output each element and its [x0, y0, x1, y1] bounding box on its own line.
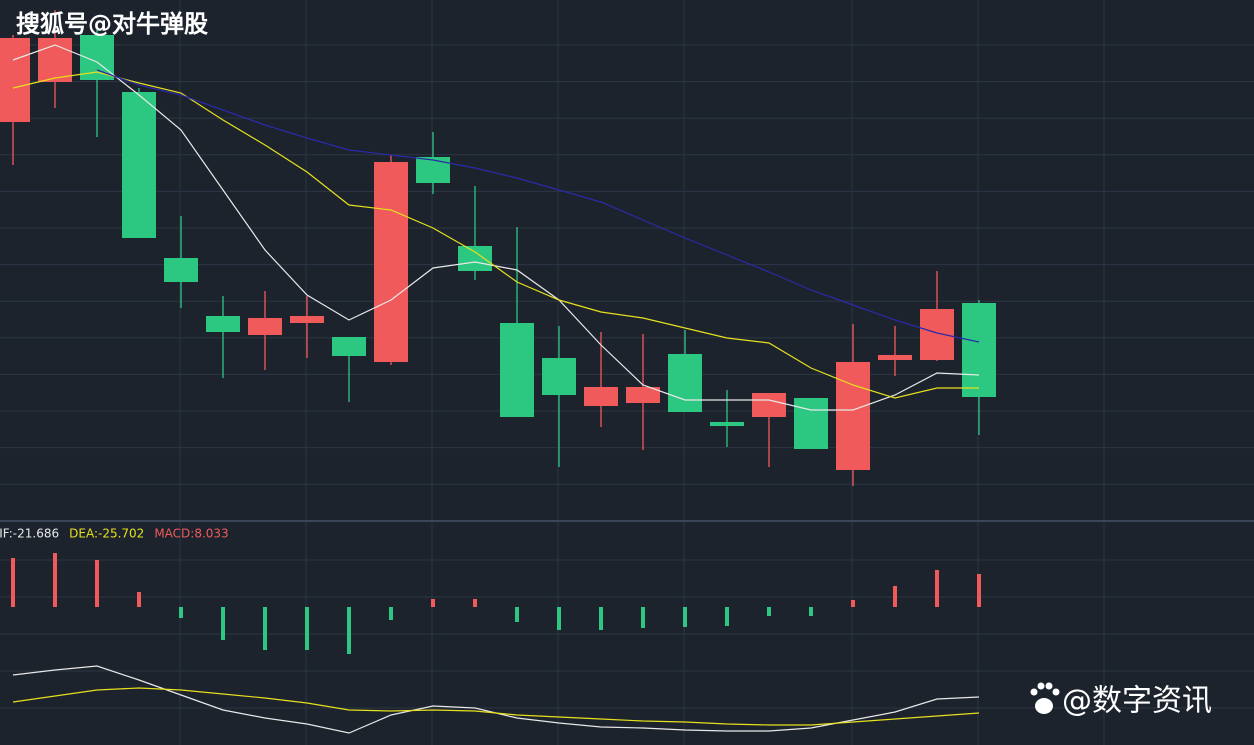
candle-body — [122, 92, 156, 238]
legend-label: DEA:-25.702 — [69, 527, 144, 541]
macd-bar — [137, 592, 141, 607]
macd-bar — [347, 607, 351, 654]
macd-bar — [389, 607, 393, 620]
macd-bar — [53, 553, 57, 607]
macd-bar — [515, 607, 519, 622]
macd-bar — [851, 600, 855, 607]
macd-bar — [809, 607, 813, 616]
candle-body — [752, 393, 786, 417]
candle-body — [332, 337, 366, 356]
macd-bar — [599, 607, 603, 630]
candle-body — [290, 316, 324, 323]
macd-bar — [305, 607, 309, 650]
candle-body — [0, 38, 30, 122]
legend-label: DIF:-21.686 — [0, 527, 59, 541]
macd-bar — [641, 607, 645, 628]
candle-body — [248, 318, 282, 335]
macd-bar — [179, 607, 183, 618]
candle-body — [878, 355, 912, 360]
line — [96, 69, 980, 343]
macd-bar — [11, 558, 15, 607]
line — [12, 44, 980, 411]
candle-body — [374, 162, 408, 362]
candle-body — [206, 316, 240, 332]
macd-bar — [725, 607, 729, 626]
line — [12, 71, 979, 399]
paw-icon — [1030, 682, 1060, 714]
legend-label: MACD:8.033 — [154, 527, 228, 541]
macd-bar — [263, 607, 267, 650]
candle-body — [458, 246, 492, 271]
candle-body — [584, 387, 618, 406]
macd-bar — [767, 607, 771, 616]
line — [12, 687, 980, 726]
macd-bar — [95, 560, 99, 607]
candle-body — [920, 309, 954, 360]
candle-body — [836, 362, 870, 470]
candle-body — [542, 358, 576, 395]
macd-bar — [431, 599, 435, 607]
candle-body — [416, 157, 450, 183]
candle-body — [794, 398, 828, 449]
candle-body — [626, 387, 660, 403]
macd-bar — [683, 607, 687, 627]
candle-body — [710, 422, 744, 426]
candle-body — [164, 258, 198, 282]
plot — [0, 10, 996, 734]
candle-body — [668, 354, 702, 412]
candle-body — [500, 323, 534, 417]
macd-bar — [473, 599, 477, 607]
macd-bar — [893, 586, 897, 607]
macd-bar — [557, 607, 561, 630]
macd-bar — [221, 607, 225, 640]
candle-body — [962, 303, 996, 397]
macd-bar — [977, 574, 981, 607]
watermark: 搜狐号@对牛弹股 — [16, 10, 208, 38]
watermark: @数字资讯 — [1062, 684, 1212, 719]
macd-bar — [935, 570, 939, 607]
